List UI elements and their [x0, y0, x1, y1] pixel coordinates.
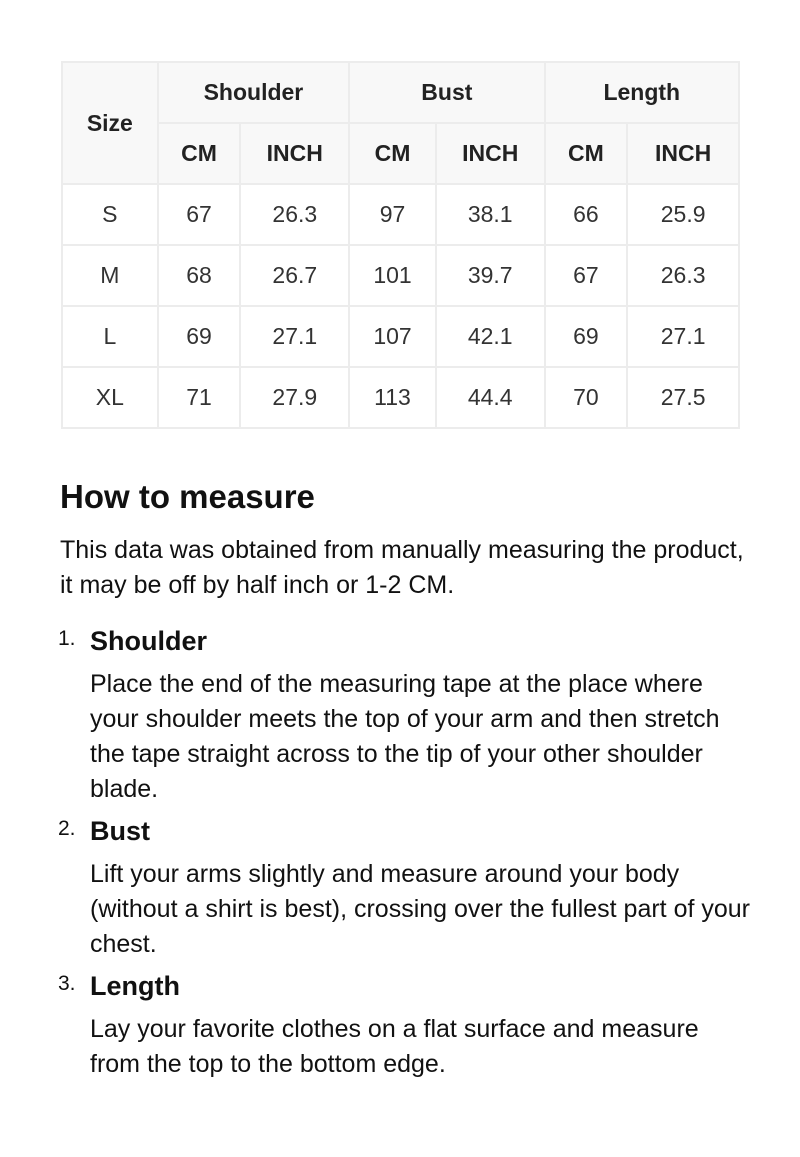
table-cell: 26.3	[239, 183, 351, 246]
unit-header: INCH	[434, 122, 546, 185]
table-cell: 113	[348, 366, 437, 429]
table-cell: 69	[156, 305, 242, 368]
table-cell: 27.5	[626, 366, 740, 429]
table-cell: L	[61, 305, 159, 368]
table-cell: 101	[348, 244, 437, 307]
table-cell: 71	[156, 366, 242, 429]
size-header: Size	[61, 61, 159, 185]
unit-header: INCH	[626, 122, 740, 185]
table-cell: 67	[156, 183, 242, 246]
table-cell: 107	[348, 305, 437, 368]
item-title: Bust	[90, 816, 150, 846]
item-number: 3.	[58, 972, 76, 995]
table-cell: 27.1	[626, 305, 740, 368]
table-cell: 70	[543, 366, 629, 429]
unit-header: INCH	[239, 122, 351, 185]
table-cell: 39.7	[434, 244, 546, 307]
table-cell: 69	[543, 305, 629, 368]
section-title: How to measure	[60, 478, 315, 515]
table-cell: 27.9	[239, 366, 351, 429]
intro-text: This data was obtained from manually mea…	[60, 536, 744, 599]
table-row: XL 71 27.9 113 44.4 70 27.5	[61, 366, 740, 429]
item-title: Length	[90, 971, 180, 1001]
bust-header: Bust	[348, 61, 546, 124]
item-title: Shoulder	[90, 626, 208, 656]
table-cell: S	[61, 183, 159, 246]
table-row: M 68 26.7 101 39.7 67 26.3	[61, 244, 740, 307]
item-description: Lay your favorite clothes on a flat surf…	[90, 1015, 699, 1078]
table-row: S 67 26.3 97 38.1 66 25.9	[61, 183, 740, 246]
item-description: Lift your arms slightly and measure arou…	[90, 860, 750, 958]
length-header: Length	[543, 61, 741, 124]
unit-header: CM	[156, 122, 242, 185]
table-cell: XL	[61, 366, 159, 429]
measure-list: 1. Shoulder Place the end of the measuring…	[58, 621, 750, 1082]
table-cell: 44.4	[434, 366, 546, 429]
table-cell: 25.9	[626, 183, 740, 246]
how-to-measure-section: How to measure This data was obtained fr…	[58, 475, 750, 1086]
table-cell: 67	[543, 244, 629, 307]
table-cell: 66	[543, 183, 629, 246]
table-cell: 27.1	[239, 305, 351, 368]
size-chart-table: Size Shoulder Bust Length CM INCH CM INC…	[61, 61, 741, 429]
item-number: 1.	[58, 627, 76, 650]
list-item: 2. Bust Lift your arms slightly and measur…	[58, 811, 750, 962]
table-cell: 38.1	[434, 183, 546, 246]
table-cell: 68	[156, 244, 242, 307]
list-item: 1. Shoulder Place the end of the measuring…	[58, 621, 750, 807]
table-cell: 26.3	[626, 244, 740, 307]
item-number: 2.	[58, 817, 76, 840]
unit-header: CM	[348, 122, 437, 185]
item-description: Place the end of the measuring tape at t…	[90, 670, 720, 803]
table-cell: M	[61, 244, 159, 307]
shoulder-header: Shoulder	[156, 61, 351, 124]
unit-header: CM	[543, 122, 629, 185]
list-item: 3. Length Lay your favorite clothes on a f…	[58, 966, 750, 1082]
table-row: L 69 27.1 107 42.1 69 27.1	[61, 305, 740, 368]
table-cell: 97	[348, 183, 437, 246]
table-cell: 42.1	[434, 305, 546, 368]
table-cell: 26.7	[239, 244, 351, 307]
